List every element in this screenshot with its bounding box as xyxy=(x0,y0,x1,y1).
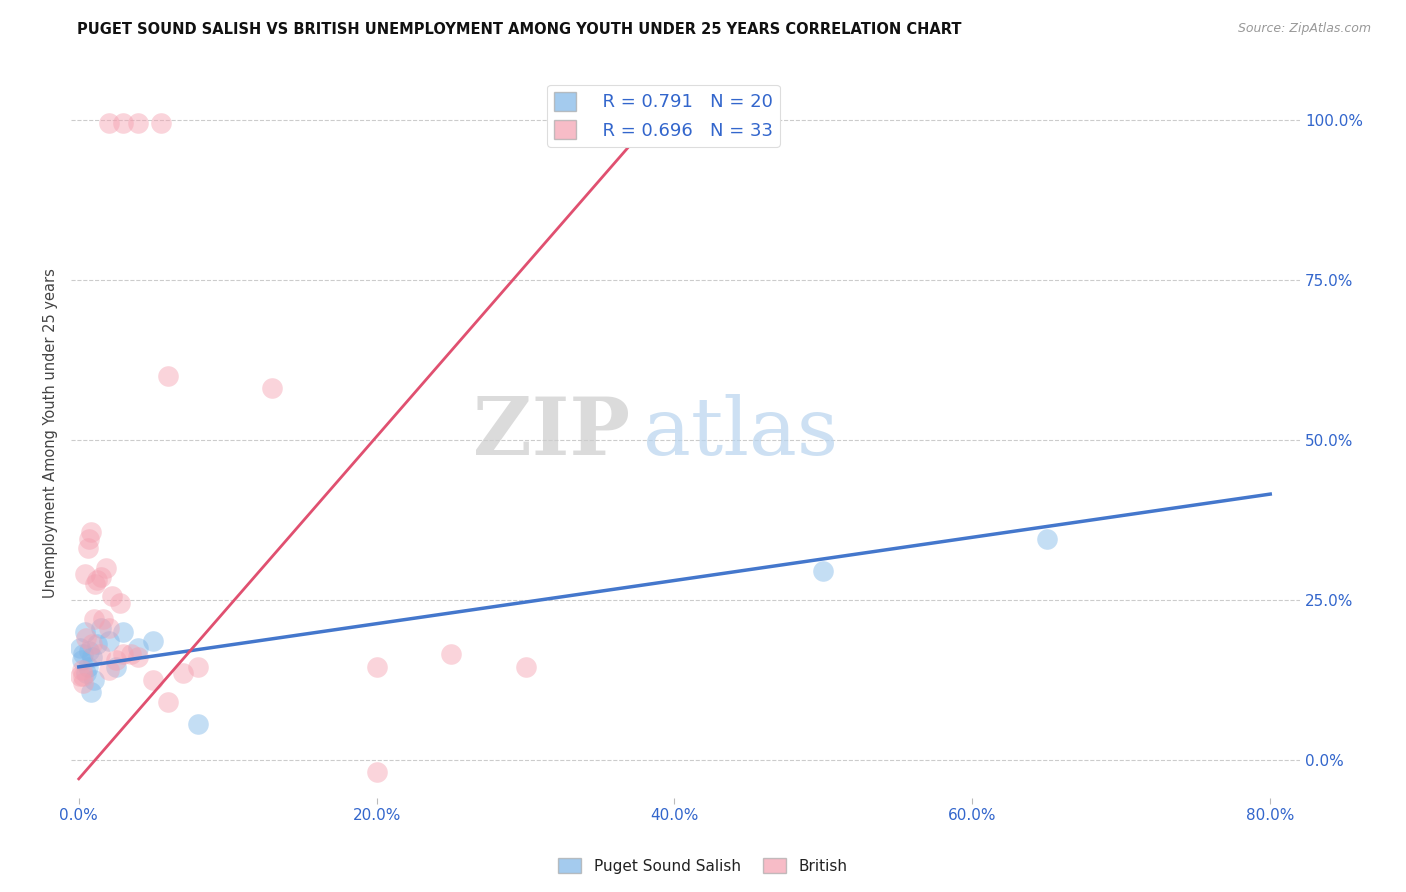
Text: atlas: atlas xyxy=(643,394,838,472)
Point xyxy=(157,368,180,383)
Point xyxy=(75,631,97,645)
Point xyxy=(73,624,96,639)
Point xyxy=(70,663,93,677)
Point xyxy=(440,647,463,661)
Point xyxy=(187,717,209,731)
Point xyxy=(69,640,91,655)
Point xyxy=(79,685,101,699)
Point xyxy=(86,574,108,588)
Point xyxy=(110,596,132,610)
Point xyxy=(77,532,100,546)
Point xyxy=(100,590,122,604)
Text: PUGET SOUND SALISH VS BRITISH UNEMPLOYMENT AMONG YOUTH UNDER 25 YEARS CORRELATIO: PUGET SOUND SALISH VS BRITISH UNEMPLOYME… xyxy=(77,22,962,37)
Point xyxy=(97,116,120,130)
Point xyxy=(97,663,120,677)
Point xyxy=(90,622,112,636)
Point xyxy=(70,653,93,667)
Point xyxy=(120,647,142,661)
Y-axis label: Unemployment Among Youth under 25 years: Unemployment Among Youth under 25 years xyxy=(44,268,58,599)
Point xyxy=(73,567,96,582)
Point xyxy=(83,673,105,687)
Point xyxy=(72,669,94,683)
Point xyxy=(127,650,149,665)
Point xyxy=(77,644,100,658)
Point xyxy=(79,525,101,540)
Point xyxy=(127,640,149,655)
Point xyxy=(172,666,194,681)
Point xyxy=(72,647,94,661)
Point xyxy=(97,622,120,636)
Text: Source: ZipAtlas.com: Source: ZipAtlas.com xyxy=(1237,22,1371,36)
Point xyxy=(76,541,98,556)
Point xyxy=(82,638,104,652)
Point xyxy=(813,564,835,578)
Point xyxy=(86,638,108,652)
Point xyxy=(82,650,104,665)
Point xyxy=(157,695,180,709)
Point xyxy=(90,570,112,584)
Point xyxy=(112,624,135,639)
Point xyxy=(72,676,94,690)
Point xyxy=(89,647,111,661)
Legend: Puget Sound Salish, British: Puget Sound Salish, British xyxy=(553,852,853,880)
Point xyxy=(104,653,127,667)
Point xyxy=(142,634,165,648)
Point xyxy=(75,666,97,681)
Point xyxy=(76,660,98,674)
Point xyxy=(149,116,172,130)
Point xyxy=(515,660,537,674)
Point xyxy=(187,660,209,674)
Point xyxy=(142,673,165,687)
Point xyxy=(262,382,284,396)
Legend:   R = 0.791   N = 20,   R = 0.696   N = 33: R = 0.791 N = 20, R = 0.696 N = 33 xyxy=(547,85,780,147)
Point xyxy=(94,560,117,574)
Point xyxy=(104,660,127,674)
Point xyxy=(112,647,135,661)
Point xyxy=(83,612,105,626)
Point xyxy=(69,669,91,683)
Point xyxy=(127,116,149,130)
Point xyxy=(91,612,114,626)
Point xyxy=(84,576,107,591)
Point xyxy=(366,765,388,780)
Point xyxy=(1036,532,1059,546)
Point xyxy=(112,116,135,130)
Point xyxy=(366,660,388,674)
Point xyxy=(97,634,120,648)
Text: ZIP: ZIP xyxy=(474,394,630,472)
